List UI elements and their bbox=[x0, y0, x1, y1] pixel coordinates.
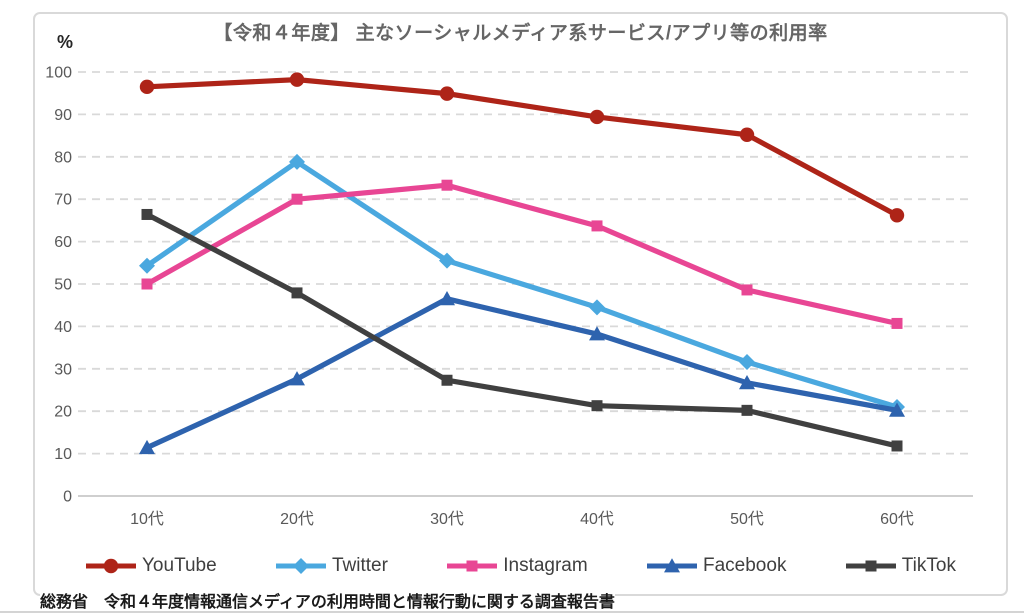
x-tick-label: 30代 bbox=[430, 510, 464, 528]
data-point-tiktok-20代 bbox=[291, 287, 303, 299]
data-point-instagram-60代 bbox=[891, 317, 903, 329]
legend-label: Facebook bbox=[703, 555, 787, 576]
data-point-instagram-40代 bbox=[591, 220, 603, 232]
legend-item-tiktok: TikTok bbox=[845, 555, 956, 577]
series-line-tiktok bbox=[144, 211, 900, 449]
data-point-tiktok-30代 bbox=[441, 374, 453, 386]
x-tick-label: 40代 bbox=[580, 510, 614, 528]
legend-item-facebook: Facebook bbox=[646, 555, 786, 577]
y-tick-label: 70 bbox=[54, 192, 72, 209]
data-point-facebook-40代 bbox=[589, 326, 605, 341]
data-point-youtube-50代 bbox=[739, 127, 755, 142]
data-point-youtube-60代 bbox=[889, 208, 905, 223]
chart-legend: YouTube Twitter Instagram Facebook TikTok bbox=[33, 549, 1008, 583]
data-point-youtube-40代 bbox=[589, 109, 605, 125]
legend-label: Instagram bbox=[503, 555, 588, 576]
series-line-twitter bbox=[144, 159, 900, 410]
x-tick-label: 60代 bbox=[880, 510, 914, 528]
legend-label: YouTube bbox=[142, 555, 217, 576]
y-tick-label: 10 bbox=[54, 446, 72, 463]
twitter-legend-marker-icon bbox=[275, 558, 326, 574]
data-point-twitter-10代 bbox=[139, 257, 155, 274]
data-point-instagram-50代 bbox=[741, 284, 753, 296]
x-tick-label: 50代 bbox=[730, 510, 764, 528]
source-citation: 総務省 令和４年度情報通信メディアの利用時間と情報行動に関する調査報告書 bbox=[40, 588, 615, 612]
data-point-youtube-20代 bbox=[289, 72, 305, 87]
data-point-instagram-30代 bbox=[441, 179, 453, 191]
series-line-youtube bbox=[144, 77, 900, 218]
legend-marker-shape bbox=[292, 558, 309, 574]
tiktok-legend-marker-icon bbox=[845, 560, 896, 572]
chart-title: 【令和４年度】 主なソーシャルメディア系サービス/アプリ等の利用率 bbox=[213, 23, 828, 44]
legend-marker-shape bbox=[466, 560, 478, 572]
legend-item-twitter: Twitter bbox=[275, 555, 388, 577]
legend-label: Twitter bbox=[331, 555, 388, 576]
data-point-twitter-40代 bbox=[589, 299, 605, 316]
data-point-twitter-30代 bbox=[439, 252, 455, 269]
data-point-youtube-30代 bbox=[439, 86, 455, 101]
data-point-facebook-50代 bbox=[739, 374, 755, 390]
bottom-divider bbox=[0, 611, 1024, 613]
data-point-twitter-20代 bbox=[289, 153, 305, 170]
legend-marker-shape bbox=[664, 558, 680, 573]
y-tick-label: 40 bbox=[54, 319, 72, 336]
facebook-legend-marker-icon bbox=[647, 558, 697, 573]
y-tick-label: 100 bbox=[45, 65, 72, 82]
y-axis-unit-label: % bbox=[56, 32, 73, 52]
data-point-facebook-10代 bbox=[139, 439, 155, 455]
data-point-tiktok-10代 bbox=[141, 208, 153, 220]
y-tick-label: 0 bbox=[63, 489, 72, 506]
data-point-youtube-10代 bbox=[139, 79, 155, 95]
x-tick-label: 20代 bbox=[280, 510, 314, 528]
y-tick-label: 20 bbox=[54, 404, 72, 421]
series-line-facebook bbox=[144, 296, 900, 451]
data-point-instagram-20代 bbox=[291, 193, 303, 205]
x-tick-label: 10代 bbox=[130, 510, 164, 528]
data-point-twitter-50代 bbox=[739, 354, 755, 371]
data-point-facebook-30代 bbox=[439, 291, 455, 306]
instagram-legend-marker-icon bbox=[447, 560, 498, 572]
legend-label: TikTok bbox=[901, 555, 956, 576]
data-point-facebook-20代 bbox=[289, 371, 305, 386]
series-line-instagram bbox=[144, 182, 900, 327]
chart-panel bbox=[33, 12, 1008, 596]
data-point-tiktok-50代 bbox=[741, 404, 753, 416]
legend-item-instagram: Instagram bbox=[446, 555, 588, 577]
legend-marker-shape bbox=[865, 560, 877, 572]
data-point-facebook-60代 bbox=[889, 402, 905, 417]
y-tick-label: 30 bbox=[54, 361, 72, 378]
data-point-instagram-10代 bbox=[141, 278, 153, 290]
data-point-tiktok-60代 bbox=[891, 440, 903, 452]
y-tick-label: 80 bbox=[54, 149, 72, 166]
legend-marker-shape bbox=[103, 558, 119, 574]
legend-item-youtube: YouTube bbox=[85, 555, 217, 577]
data-point-tiktok-40代 bbox=[591, 400, 603, 412]
y-tick-label: 60 bbox=[54, 234, 72, 251]
youtube-legend-marker-icon bbox=[86, 558, 136, 574]
y-tick-label: 50 bbox=[54, 277, 72, 294]
y-tick-label: 90 bbox=[54, 107, 72, 124]
